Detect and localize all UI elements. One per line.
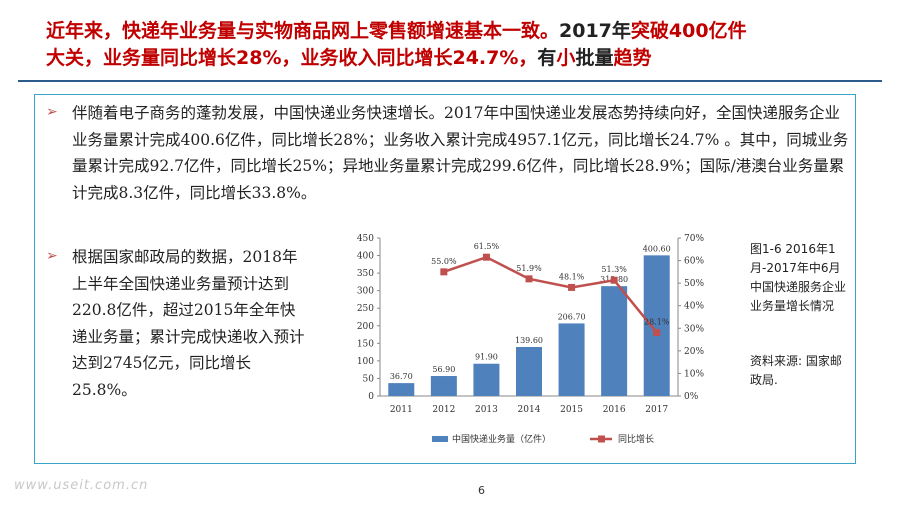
y-left-tick-label: 350 (357, 269, 374, 279)
watermark: www.useit.com.cn (14, 478, 149, 493)
y-right-tick-label: 20% (684, 347, 704, 357)
bar-2016 (601, 286, 628, 396)
growth-label-2014: 51.9% (516, 264, 542, 273)
bar-label-2011: 36.70 (390, 372, 413, 381)
growth-label-2015: 48.1% (559, 272, 585, 281)
x-tick-label: 2017 (645, 405, 668, 415)
content-panel (34, 94, 856, 464)
growth-label-2017: 28.1% (644, 318, 670, 327)
y-right-tick-label: 10% (684, 369, 704, 379)
bar-2013 (473, 363, 500, 396)
slide-title: 近年来，快递年业务量与实物商品网上零售额增速基本一致。2017年突破400亿件大… (46, 20, 747, 69)
growth-point-2015 (568, 283, 576, 291)
y-left-tick-label: 200 (357, 322, 374, 332)
y-right-tick-label: 0% (684, 392, 699, 402)
legend-bar-label: 中国快递业务量（亿件） (452, 433, 551, 445)
paragraph-2018-forecast: 根据国家邮政局的数据，2018年上半年全国快递业务量预计达到220.8亿件，超过… (72, 248, 305, 399)
x-tick-label: 2012 (432, 405, 455, 415)
legend-line-marker (598, 435, 605, 443)
y-left-tick-label: 300 (357, 287, 374, 297)
y-left-tick-label: 400 (357, 252, 374, 262)
growth-label-2012: 55.0% (431, 257, 457, 266)
legend-bar-swatch (432, 436, 448, 442)
bar-2017 (643, 255, 670, 396)
chart-caption: 图1-6 2016年1月-2017年中6月中国快递服务企业业务量增长情况 (750, 242, 847, 313)
y-right-tick-label: 60% (684, 257, 704, 267)
bar-label-2015: 206.70 (558, 312, 586, 321)
bar-2011 (388, 383, 415, 396)
chart-source: 资料来源: 国家邮政局. (750, 354, 842, 387)
bar-2012 (430, 376, 457, 396)
bullet-arrow-icon: ➢ (46, 248, 58, 264)
paragraph-express-growth: 伴随着电子商务的蓬勃发展，中国快递业务快速增长。2017年中国快递业发展态势持续… (72, 104, 849, 202)
y-right-tick-label: 50% (684, 279, 704, 289)
y-left-tick-label: 0 (368, 392, 374, 402)
y-left-tick-label: 50 (363, 374, 375, 384)
bar-label-2013: 91.90 (475, 353, 498, 362)
y-left-tick-label: 150 (357, 339, 374, 349)
express-volume-chart: 0 50 100 150 200 250 300 350 400 450 0% 10% 20% 30% 40… (357, 234, 705, 445)
growth-point-2014 (525, 275, 533, 283)
y-right-tick-label: 40% (684, 302, 704, 312)
x-tick-label: 2013 (475, 405, 498, 415)
bar-label-2012: 56.90 (432, 365, 455, 374)
growth-point-2013 (482, 253, 490, 261)
growth-line (443, 255, 658, 334)
y-right-tick-label: 70% (684, 234, 704, 244)
bar-label-2014: 139.60 (515, 336, 543, 345)
growth-label-2013: 61.5% (474, 242, 500, 251)
y-left-tick-label: 100 (357, 357, 374, 367)
bullet-arrow-icon: ➢ (46, 104, 58, 120)
growth-point-2017 (653, 329, 661, 337)
y-left-tick-label: 450 (357, 234, 374, 244)
growth-point-2016 (610, 276, 618, 284)
growth-label-2016: 51.3% (601, 265, 627, 274)
title-divider (18, 80, 882, 82)
page-number: 6 (478, 484, 485, 497)
growth-point-2012 (440, 268, 448, 276)
legend-line-label: 同比增长 (618, 433, 654, 445)
x-tick-label: 2011 (390, 405, 413, 415)
y-left-tick-label: 250 (357, 304, 374, 314)
y-right-tick-label: 30% (684, 324, 704, 334)
bar-2014 (516, 346, 542, 396)
bar-2015 (558, 323, 585, 396)
bar-label-2017: 400.60 (643, 244, 671, 253)
x-tick-label: 2014 (518, 405, 541, 415)
x-tick-label: 2015 (560, 405, 583, 415)
x-tick-label: 2016 (603, 405, 626, 415)
